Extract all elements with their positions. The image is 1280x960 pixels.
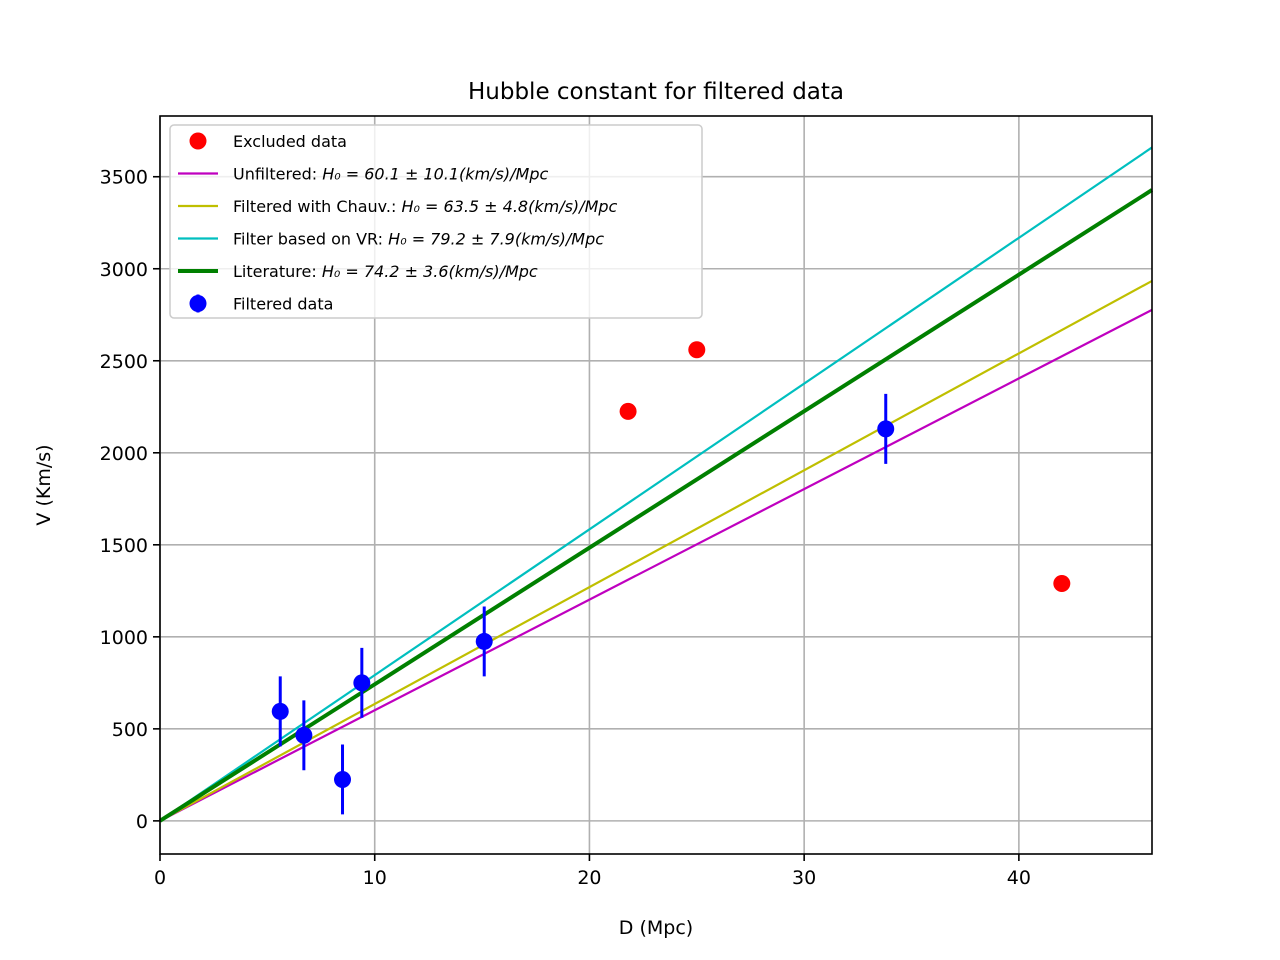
legend-label: Filtered with Chauv.: H₀ = 63.5 ± 4.8(km… [233,197,618,216]
y-tick-label: 0 [136,811,148,833]
axis-ticks: 0 10 20 30 40 0 500 1000 1500 2000 2500 3000 3500 [100,167,1031,889]
legend-label-text: Filter based on VR: [233,230,388,249]
legend-label-text: Excluded data [233,132,347,151]
excluded-point [688,341,706,359]
x-tick-label: 20 [577,867,601,889]
legend-box [169,124,703,319]
filtered-point [475,632,493,650]
legend-label-text: Unfiltered: [233,165,322,184]
fit-line [159,308,1153,822]
excluded-point [1053,574,1071,592]
x-tick-label: 10 [363,867,387,889]
legend-label-text: Filtered data [233,295,333,314]
y-tick-label: 2000 [100,443,148,465]
legend-label: Literature: H₀ = 74.2 ± 3.6(km/s)/Mpc [233,262,538,281]
y-tick-label: 2500 [100,351,148,373]
plot-content [158,146,1154,823]
fit-line [159,146,1153,822]
fit-line [158,188,1154,823]
y-tick-label: 3000 [100,259,148,281]
legend-label-math: H₀ = 74.2 ± 3.6(km/s)/Mpc [322,262,538,281]
y-tick-label: 1500 [100,535,148,557]
legend-marker-filtered [189,295,207,312]
x-axis-label: D (Mpc) [619,917,693,939]
legend-label: Excluded data [233,132,347,151]
legend-label: Filter based on VR: H₀ = 79.2 ± 7.9(km/s… [233,230,604,249]
excluded-point [619,402,637,420]
y-tick-label: 1000 [100,627,148,649]
plot-frame [159,115,1153,855]
legend-marker-excluded [189,132,207,150]
y-tick-label: 3500 [100,167,148,189]
filtered-point [295,726,313,744]
fit-line [159,279,1153,822]
legend-label: Unfiltered: H₀ = 60.1 ± 10.1(km/s)/Mpc [233,165,548,184]
legend: Excluded data Unfiltered: H₀ = 60.1 ± 10.… [169,124,703,319]
filtered-point [334,770,352,788]
legend-label-text: Literature: [233,262,322,281]
legend-label-math: H₀ = 79.2 ± 7.9(km/s)/Mpc [388,230,604,249]
filtered-point [353,674,371,692]
legend-label-math: H₀ = 63.5 ± 4.8(km/s)/Mpc [401,197,617,216]
x-tick-label: 30 [792,867,816,889]
legend-label-math: H₀ = 60.1 ± 10.1(km/s)/Mpc [322,165,548,184]
filtered-point [271,702,289,720]
y-axis-label: V (Km/s) [33,444,55,525]
legend-label-text: Filtered with Chauv.: [233,197,401,216]
x-tick-label: 40 [1007,867,1031,889]
x-tick-label: 0 [154,867,166,889]
filtered-point [877,420,895,438]
y-tick-label: 500 [112,719,148,741]
legend-label: Filtered data [233,295,333,314]
chart-title: Hubble constant for filtered data [468,79,844,105]
